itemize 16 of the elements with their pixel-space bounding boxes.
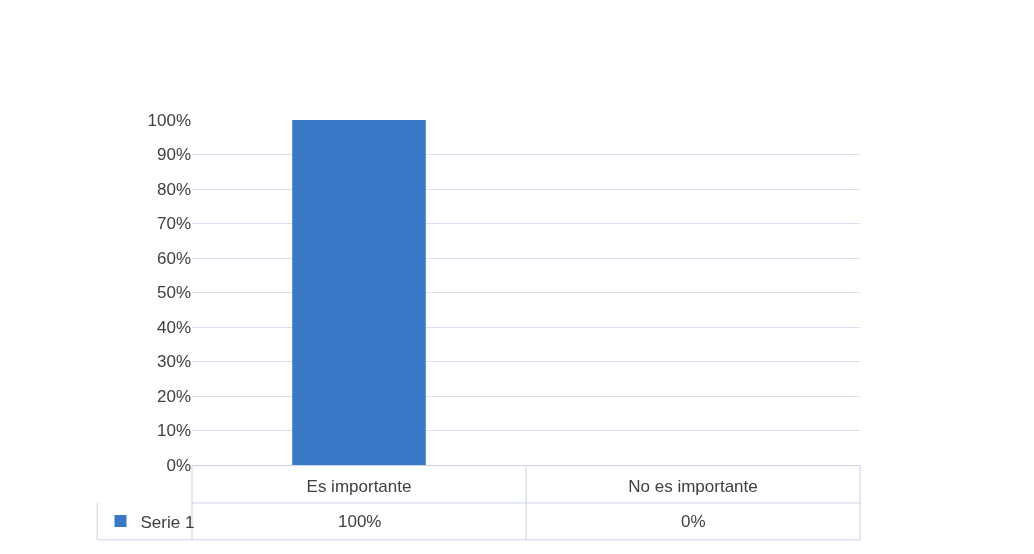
x-tick-label: Es importante [306, 477, 412, 497]
data-label: 0% [681, 512, 706, 531]
y-tick-label: 90% [156, 145, 191, 165]
y-tick-label: 30% [156, 352, 191, 372]
legend-label: Serie 1 [140, 512, 195, 532]
y-tick-label: 80% [156, 179, 191, 199]
y-tick-label: 50% [156, 283, 191, 303]
y-tick-label: 20% [156, 386, 191, 406]
y-tick-label: 70% [156, 214, 191, 234]
y-tick-label: 10% [156, 421, 191, 441]
y-tick-label: 40% [156, 317, 191, 337]
x-tick-label: No es importante [628, 477, 758, 497]
data-label: 100% [338, 512, 382, 531]
y-tick-label: 100% [147, 110, 191, 130]
y-tick-label: 60% [156, 248, 191, 268]
y-tick-label: 0% [166, 455, 191, 475]
